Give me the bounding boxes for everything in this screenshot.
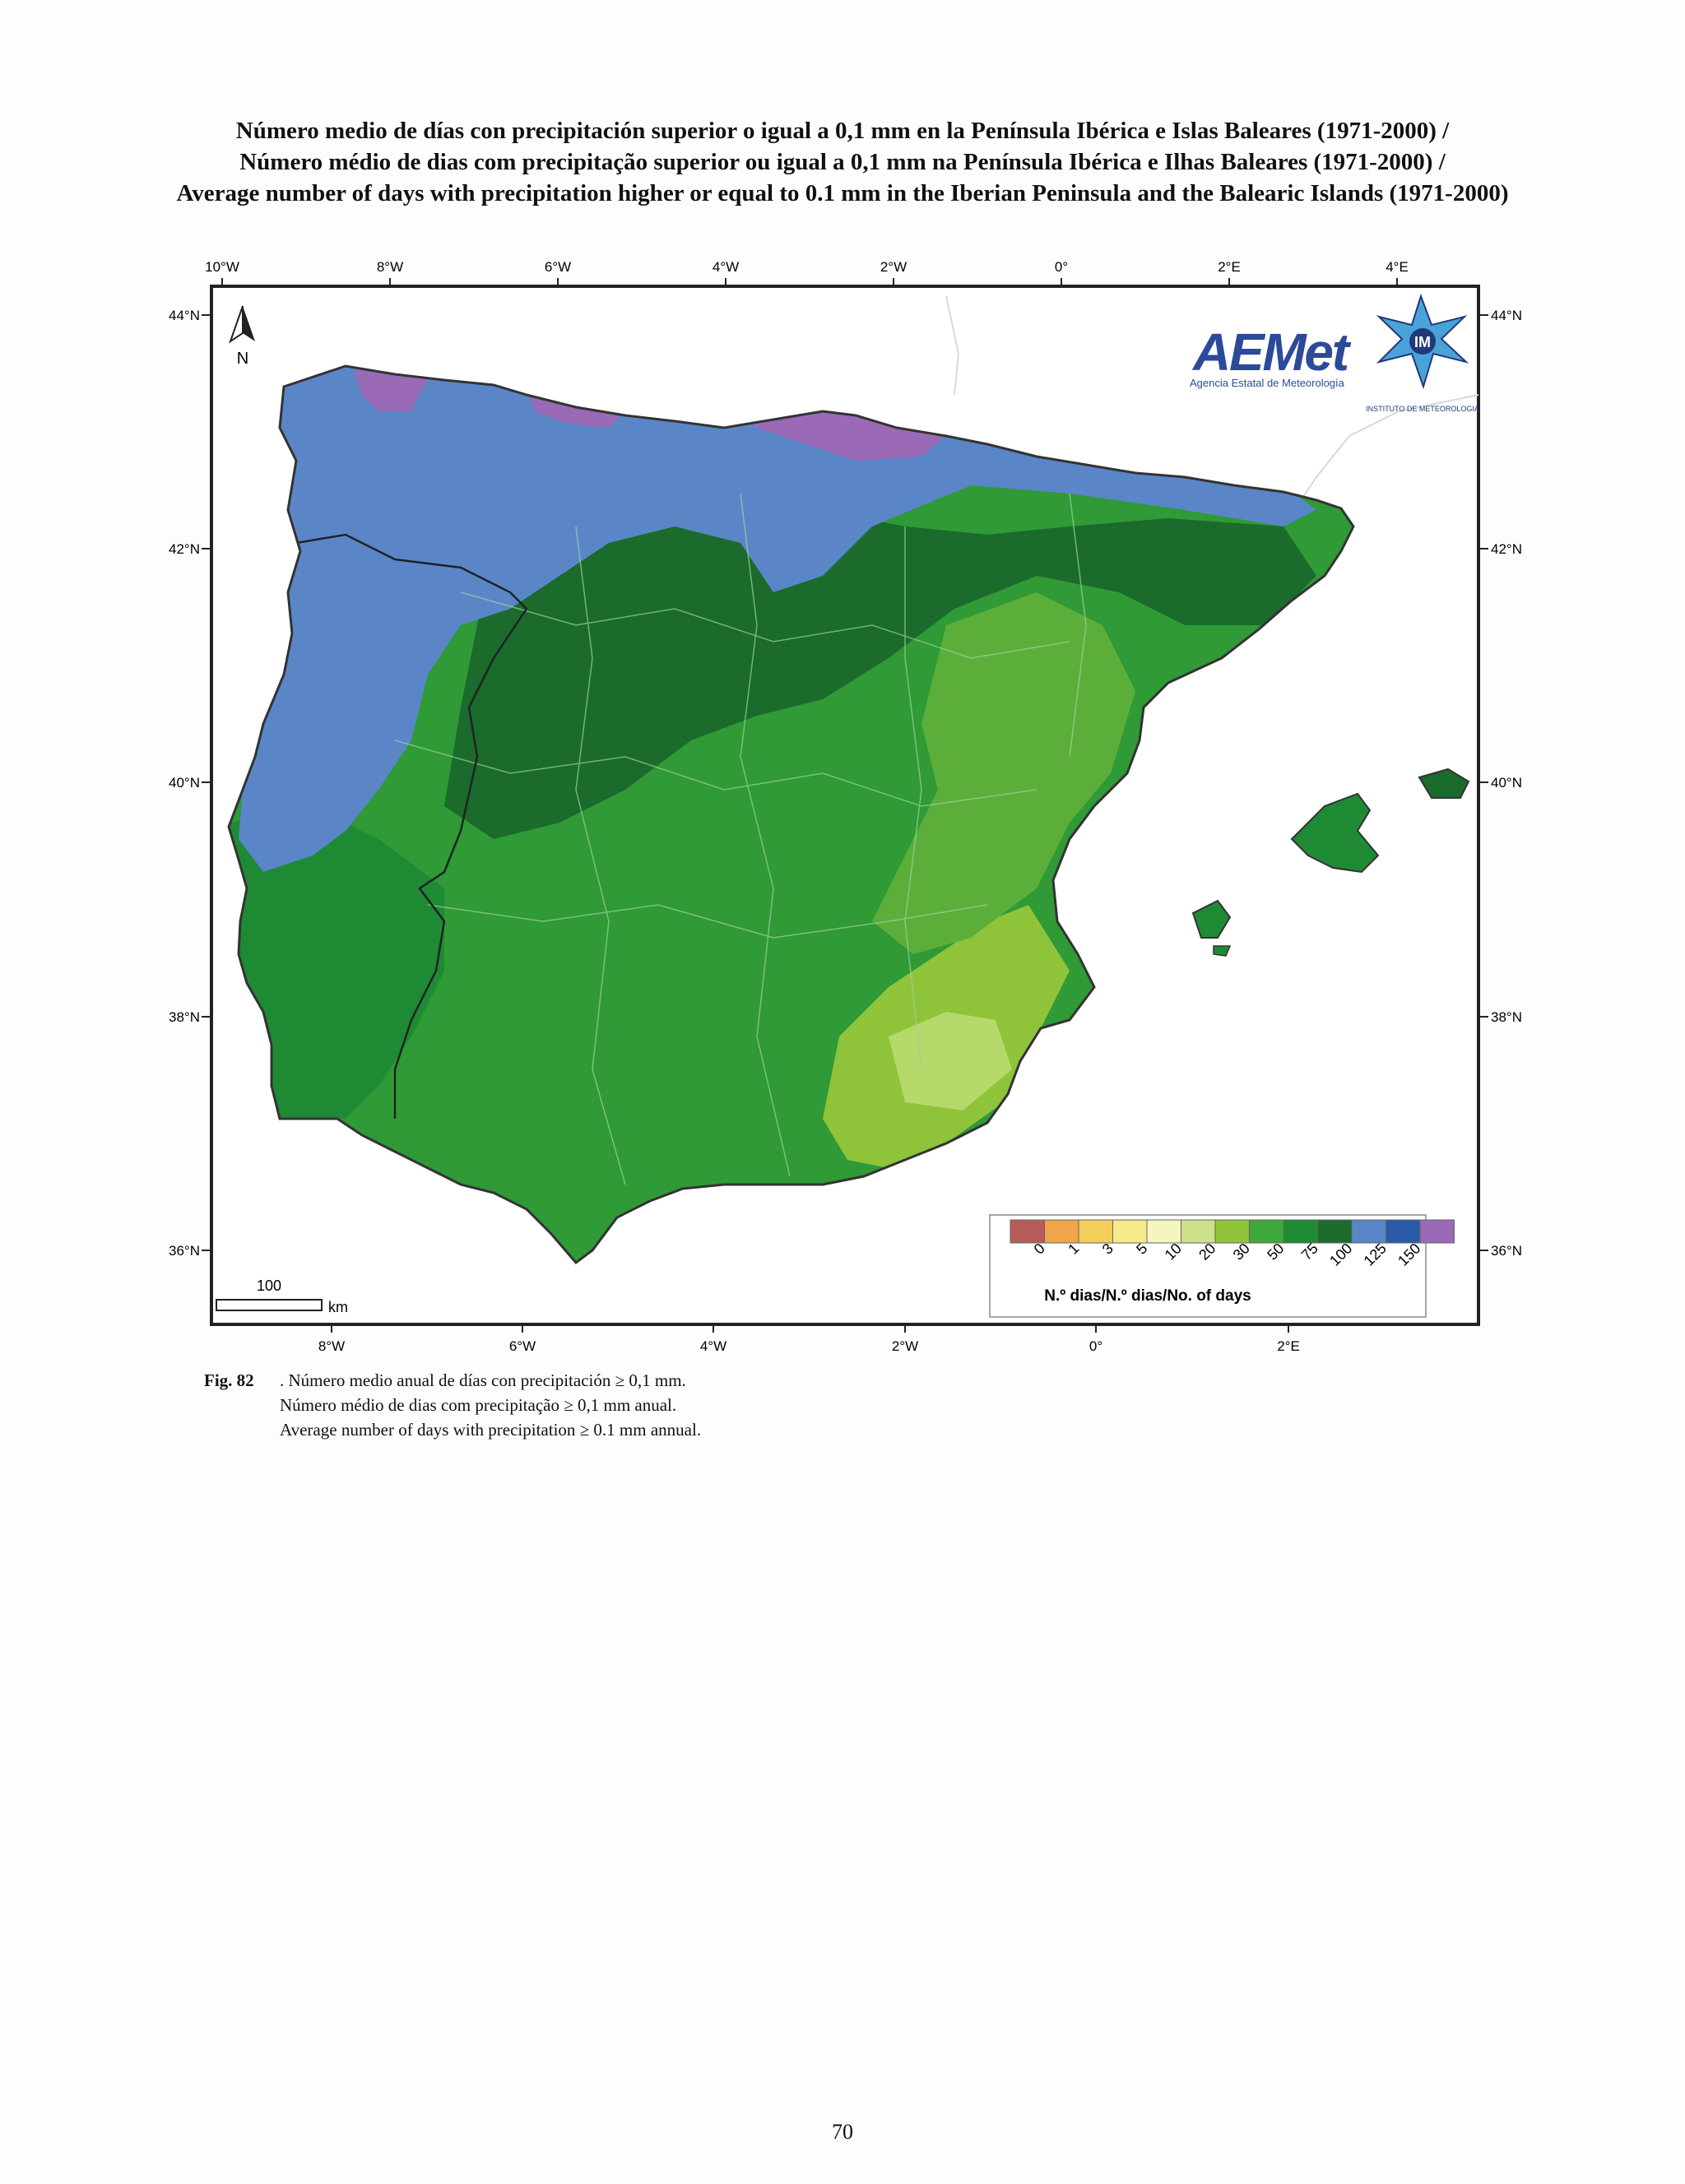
im-logo-text: IM [1414, 334, 1431, 350]
region-borders [394, 493, 1087, 1185]
legend-swatch [1146, 1219, 1181, 1244]
map-figure: N AEMet Agencia Estatal de Meteorología … [169, 259, 1522, 1354]
france-coast [945, 295, 1479, 527]
right-latitude-label: 38°N [1491, 1009, 1522, 1025]
legend-swatch [1249, 1219, 1284, 1244]
caption-label: Fig. 82 [204, 1370, 254, 1390]
title-line-english: Average number of days with precipitatio… [176, 180, 1509, 206]
legend-swatch [1078, 1219, 1113, 1244]
im-logo-subtitle: INSTITUTO DE METEOROLOGIA [1366, 405, 1479, 413]
caption-line-english: Average number of days with precipitatio… [280, 1420, 702, 1440]
bottom-longitude-label: 2°E [1277, 1338, 1300, 1354]
left-latitude-label: 36°N [169, 1243, 200, 1259]
legend-swatch [1419, 1219, 1455, 1244]
im-logo: IM INSTITUTO DE METEOROLOGIA [1366, 293, 1479, 413]
peninsula-coastline [227, 364, 1355, 1265]
right-latitude-label: 40°N [1491, 775, 1522, 791]
bottom-longitude-label: 6°W [509, 1338, 536, 1354]
zone-dark-green-north [444, 477, 1316, 839]
island-ibiza [1191, 899, 1232, 939]
portugal-border [295, 533, 528, 1119]
page-number: 70 [832, 2120, 853, 2144]
island-formentera [1213, 945, 1232, 957]
title-line-portuguese: Número médio de dias com precipitação su… [239, 149, 1446, 175]
legend-swatch [1283, 1219, 1318, 1244]
top-longitude-label: 4°E [1386, 259, 1409, 275]
legend-swatch [1351, 1219, 1386, 1244]
caption-line-spanish: . Número medio anual de días con precipi… [280, 1370, 686, 1390]
legend-swatch [1112, 1219, 1148, 1244]
top-longitude-label: 4°W [713, 259, 739, 275]
left-latitude-label: 42°N [169, 541, 200, 557]
north-arrow-label: N [237, 350, 248, 368]
page-title: Número medio de días con precipitación s… [0, 115, 1685, 209]
aemet-logo: AEMet Agencia Estatal de Meteorología [1190, 322, 1352, 389]
right-latitude-label: 36°N [1491, 1243, 1522, 1259]
left-latitude-label: 40°N [169, 775, 200, 791]
legend-swatch [1010, 1219, 1045, 1244]
zone-light-green-south [889, 1012, 1012, 1111]
scale-bar-value: 100 [257, 1277, 281, 1294]
left-latitude-label: 38°N [169, 1009, 200, 1025]
legend-title: N.º dias/N.º dias/No. of days [1044, 1287, 1251, 1305]
right-latitude-label: 44°N [1491, 308, 1522, 323]
zone-dark-green-west [230, 806, 444, 1119]
legend-swatch [1044, 1219, 1079, 1244]
figure-caption: Fig. 82 . Número medio anual de días con… [204, 1368, 701, 1442]
legend-swatch [1214, 1219, 1250, 1244]
top-longitude-label: 6°W [545, 259, 571, 275]
caption-line-portuguese: Número médio de dias com precipitação ≥ … [280, 1395, 677, 1415]
legend-swatch [1386, 1219, 1421, 1244]
bottom-longitude-label: 8°W [318, 1338, 345, 1354]
left-latitude-label: 44°N [169, 308, 200, 323]
aemet-logo-subtitle: Agencia Estatal de Meteorología [1190, 377, 1345, 389]
aemet-logo-text: AEMet [1191, 322, 1352, 382]
top-longitude-label: 0° [1055, 259, 1068, 275]
bottom-longitude-label: 2°W [892, 1338, 918, 1354]
zone-blue [239, 366, 1316, 872]
island-menorca [1418, 767, 1470, 799]
zone-light-green [872, 592, 1135, 954]
top-longitude-label: 2°W [880, 259, 907, 275]
scale-bar-unit: km [328, 1299, 348, 1315]
top-longitude-label: 10°W [205, 259, 239, 275]
bottom-longitude-label: 4°W [700, 1338, 726, 1354]
top-longitude-label: 8°W [377, 259, 403, 275]
bottom-longitude-label: 0° [1089, 1338, 1102, 1354]
legend: 0 1 3 5 10 20 30 50 75 100 125 150 N.º dias/N.º dia… [989, 1214, 1455, 1318]
legend-swatch [1181, 1219, 1216, 1244]
north-arrow: N [229, 305, 255, 368]
scale-bar: 100 km [216, 1277, 348, 1315]
legend-swatch [1317, 1219, 1353, 1244]
right-latitude-label: 42°N [1491, 541, 1522, 557]
top-longitude-label: 2°E [1218, 259, 1241, 275]
island-mallorca [1290, 792, 1380, 874]
title-line-spanish: Número medio de días con precipitación s… [235, 118, 1450, 144]
